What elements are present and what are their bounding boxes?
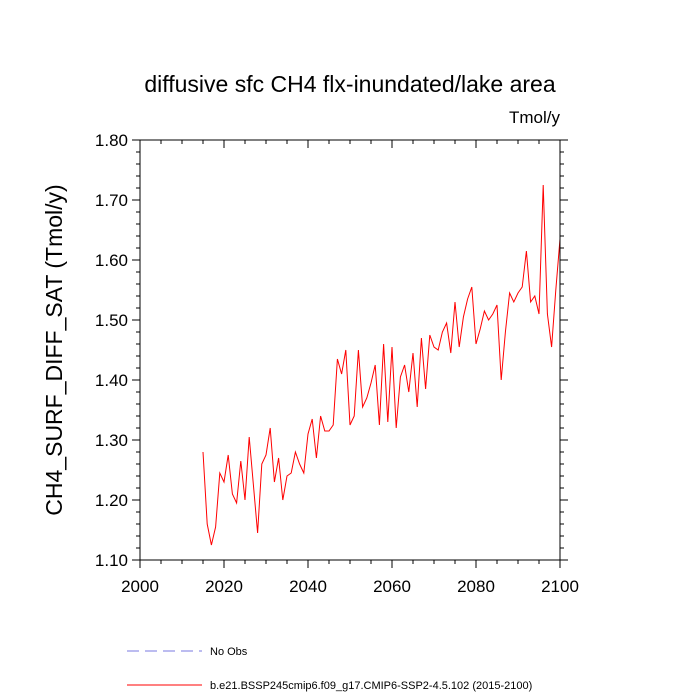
x-tick-label: 2080 [457,577,495,596]
axis-ticks: 2000 2020 2040 2060 2080 2100 1.10 1.20 1.30 1.40… [95,131,579,596]
y-tick-label: 1.40 [95,371,128,390]
x-tick-label: 2060 [373,577,411,596]
y-tick-label: 1.50 [95,311,128,330]
y-axis-label: CH4_SURF_DIFF_SAT (Tmol/y) [41,184,67,515]
x-tick-label: 2020 [205,577,243,596]
y-tick-label: 1.10 [95,551,128,570]
legend-label: b.e21.BSSP245cmip6.f09_g17.CMIP6-SSP2-4.… [210,680,532,692]
y-tick-label: 1.20 [95,491,128,510]
legend: No Obs b.e21.BSSP245cmip6.f09_g17.CMIP6-S… [127,646,532,692]
x-tick-label: 2040 [289,577,327,596]
legend-label: No Obs [210,646,248,658]
x-tick-label: 2100 [541,577,579,596]
y-tick-label: 1.80 [95,131,128,150]
x-tick-label: 2000 [121,577,159,596]
y-tick-label: 1.60 [95,251,128,270]
units-label: Tmol/y [509,108,561,127]
plot-frame [139,139,561,561]
y-tick-label: 1.70 [95,191,128,210]
chart-title: diffusive sfc CH4 flx-inundated/lake are… [144,71,555,97]
series-line [202,184,561,546]
y-tick-label: 1.30 [95,431,128,450]
plot-area [202,184,561,546]
